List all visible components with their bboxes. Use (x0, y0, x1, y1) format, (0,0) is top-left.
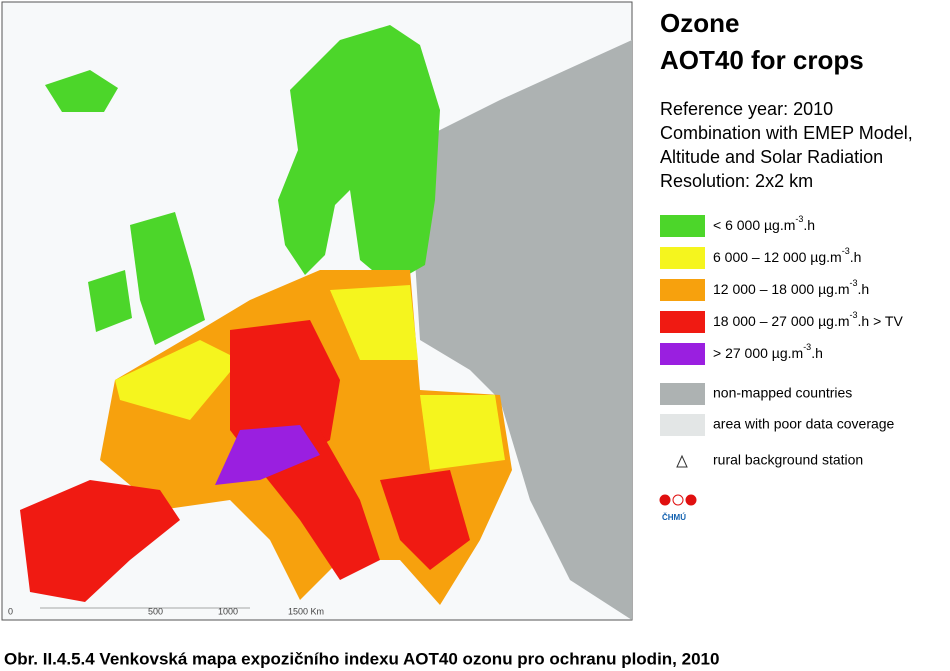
legend-swatch (660, 247, 705, 269)
non-mapped-land (415, 40, 632, 620)
legend-label: > 27 000 µg.m-3.h (713, 342, 823, 360)
scale-labels: 0 500 1000 1500 Km (8, 606, 324, 616)
legend-text: 18 000 – 27 000 µg.m (713, 313, 850, 329)
iceland (45, 70, 118, 112)
legend-swatch (660, 343, 705, 365)
info-line: Altitude and Solar Radiation (660, 147, 883, 167)
scale-label: 1000 (218, 606, 238, 616)
legend-label: 6 000 – 12 000 µg.m-3.h (713, 246, 861, 264)
legend-suffix: .h (850, 249, 862, 265)
title-2: AOT40 for crops (660, 45, 864, 75)
scale-label: 0 (8, 606, 13, 616)
balkans (380, 470, 470, 570)
logo-mark (659, 494, 671, 506)
legend-text: 6 000 – 12 000 µg.m (713, 249, 842, 265)
legend-suffix: .h (858, 281, 870, 297)
romania (420, 395, 505, 470)
info: Reference year: 2010 Combination with EME… (660, 99, 913, 191)
north-italy (215, 425, 320, 485)
legend-suffix: .h > TV (858, 313, 904, 329)
logo-mark (672, 494, 684, 506)
legend-label: 18 000 – 27 000 µg.m-3.h > TV (713, 310, 903, 328)
info-line: Resolution: 2x2 km (660, 171, 813, 191)
station-symbol (676, 454, 688, 468)
ireland (88, 270, 132, 332)
caption: Obr. II.4.5.4 Venkovská mapa expozičního… (4, 649, 719, 668)
west-france (115, 340, 240, 420)
legend-swatch (660, 414, 705, 436)
legend-sup: -3 (842, 246, 850, 256)
legend-swatch (660, 311, 705, 333)
scandinavia (278, 25, 440, 285)
legend-swatch (660, 279, 705, 301)
legend-label: non-mapped countries (713, 385, 852, 401)
legend-suffix: .h (803, 217, 815, 233)
logo-mark (685, 494, 697, 506)
legend-label: < 6 000 µg.m-3.h (713, 214, 815, 232)
legend-suffix: .h (811, 345, 823, 361)
legend-label: area with poor data coverage (713, 416, 895, 432)
legend: < 6 000 µg.m-3.h6 000 – 12 000 µg.m-3.h1… (659, 214, 903, 522)
info-line: Combination with EMEP Model, (660, 123, 913, 143)
legend-text: 12 000 – 18 000 µg.m (713, 281, 850, 297)
scale-label: 500 (148, 606, 163, 616)
legend-sup: -3 (803, 342, 811, 352)
iberia (20, 480, 180, 602)
info-line: Reference year: 2010 (660, 99, 833, 119)
legend-label: 12 000 – 18 000 µg.m-3.h (713, 278, 869, 296)
legend-text: > 27 000 µg.m (713, 345, 803, 361)
legend-sup: -3 (850, 278, 858, 288)
legend-sup: -3 (850, 310, 858, 320)
legend-sup: -3 (795, 214, 803, 224)
legend-text: < 6 000 µg.m (713, 217, 795, 233)
scale-label: 1500 Km (288, 606, 324, 616)
great-britain (130, 212, 205, 345)
logo-text: ČHMÚ (662, 513, 686, 522)
title-1: Ozone (660, 8, 739, 38)
poland (330, 285, 418, 360)
legend-swatch (660, 215, 705, 237)
legend-label: rural background station (713, 452, 863, 468)
legend-swatch (660, 383, 705, 405)
map (20, 25, 632, 620)
